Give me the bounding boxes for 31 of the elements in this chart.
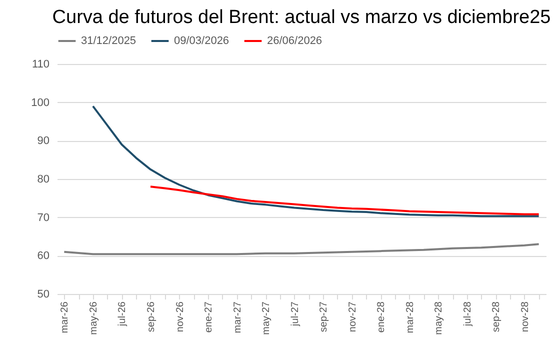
x-tick-label: mar-27	[232, 301, 244, 334]
y-tick-label: 100	[31, 96, 50, 109]
x-tick-label: nov-27	[347, 301, 358, 332]
x-tick-label: mar-26	[60, 301, 71, 334]
legend-label: 31/12/2025	[81, 35, 136, 47]
x-tick-label: nov-26	[174, 301, 186, 332]
x-tick-label: may-26	[88, 301, 100, 335]
y-tick-label: 50	[37, 288, 50, 300]
line-series	[92, 105, 540, 218]
x-tick-label: may-28	[434, 301, 445, 335]
x-tick-label: mar-28	[404, 301, 416, 334]
x-tick-label: may-27	[261, 301, 272, 335]
legend-label: 09/03/2026	[174, 35, 230, 47]
x-tick-label: ene-27	[204, 301, 215, 333]
legend-label: 26/06/2026	[267, 35, 322, 47]
x-tick-label: sep-26	[146, 301, 157, 332]
x-tick-label: sep-28	[491, 301, 502, 332]
x-tick-label: ene-28	[376, 301, 388, 333]
line-series	[63, 243, 540, 256]
x-tick-label: nov-28	[520, 301, 531, 332]
y-tick-label: 80	[37, 174, 50, 186]
y-tick-label: 90	[37, 135, 50, 148]
x-tick-label: sep-27	[318, 301, 330, 332]
y-tick-label: 70	[37, 212, 50, 224]
y-tick-label: 60	[37, 250, 50, 262]
line-series	[149, 186, 540, 216]
y-tick-label: 110	[32, 58, 50, 70]
chart-title: Curva de futuros del Brent: actual vs marzo vs diciembre25	[52, 7, 551, 28]
x-tick-label: jul-27	[290, 301, 301, 327]
x-tick-label: jul-28	[462, 301, 474, 327]
x-tick-label: jul-26	[117, 301, 128, 327]
